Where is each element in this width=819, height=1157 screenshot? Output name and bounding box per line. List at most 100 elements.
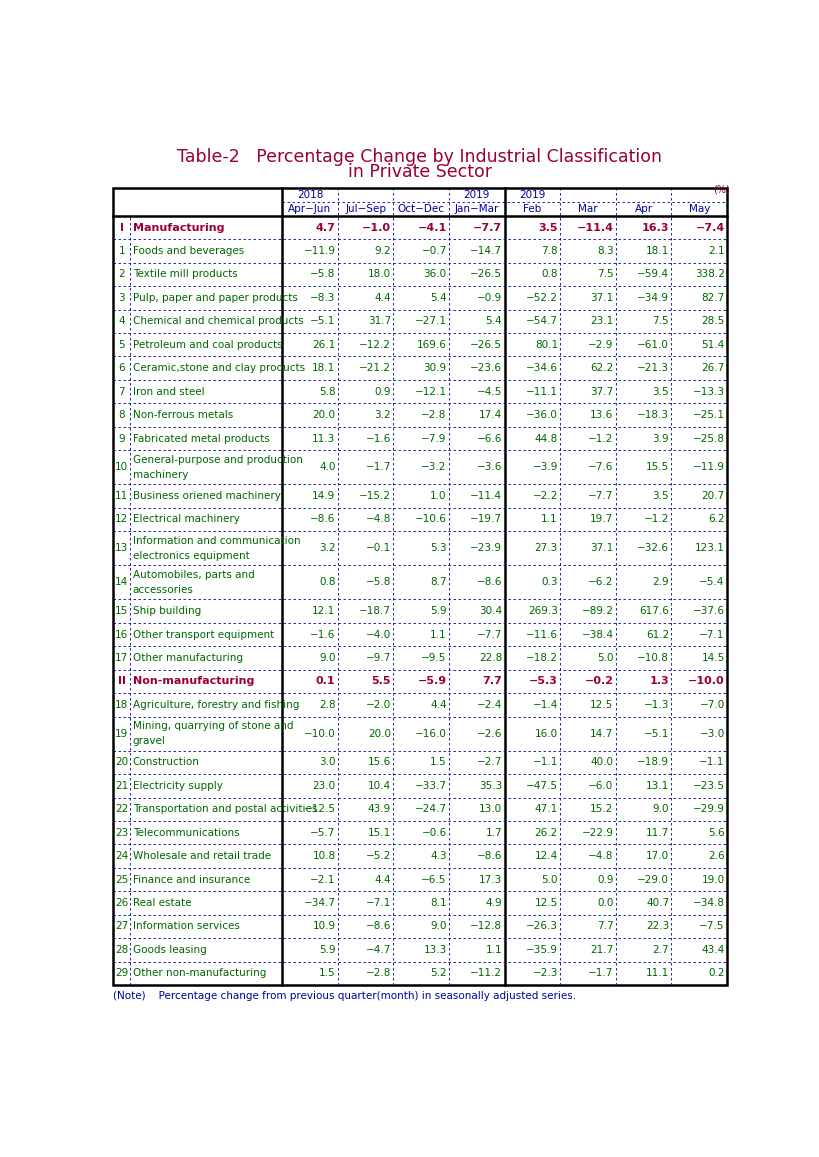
Text: −18.7: −18.7 [359, 606, 391, 617]
Text: Jan−Mar: Jan−Mar [455, 204, 499, 214]
Text: −1.7: −1.7 [366, 463, 391, 472]
Text: −1.7: −1.7 [588, 968, 613, 979]
Text: in Private Sector: in Private Sector [348, 163, 491, 180]
Text: −1.3: −1.3 [644, 700, 669, 710]
Text: Textile mill products: Textile mill products [133, 270, 238, 280]
Text: 169.6: 169.6 [417, 340, 446, 349]
Text: Apr−Jun: Apr−Jun [288, 204, 332, 214]
Text: 9.0: 9.0 [319, 653, 336, 663]
Text: −11.4: −11.4 [577, 222, 613, 233]
Text: −4.8: −4.8 [588, 852, 613, 861]
Text: −1.0: −1.0 [362, 222, 391, 233]
Text: Fabricated metal products: Fabricated metal products [133, 434, 269, 443]
Text: 12.5: 12.5 [590, 700, 613, 710]
Text: −0.2: −0.2 [585, 677, 613, 686]
Text: 14.7: 14.7 [590, 729, 613, 738]
Text: −5.8: −5.8 [366, 577, 391, 588]
Text: 19.0: 19.0 [702, 875, 725, 885]
Text: 27.3: 27.3 [535, 544, 558, 553]
Text: Finance and insurance: Finance and insurance [133, 875, 250, 885]
Text: 26: 26 [115, 898, 129, 908]
Text: 26.7: 26.7 [701, 363, 725, 374]
Text: 22: 22 [115, 804, 129, 815]
Text: 1.5: 1.5 [430, 758, 446, 767]
Text: gravel: gravel [133, 736, 165, 746]
Text: 6: 6 [119, 363, 125, 374]
Text: Other manufacturing: Other manufacturing [133, 653, 242, 663]
Text: 5.4: 5.4 [430, 293, 446, 303]
Text: −24.7: −24.7 [414, 804, 446, 815]
Text: 19.7: 19.7 [590, 515, 613, 524]
Text: 20.0: 20.0 [313, 410, 336, 420]
Text: Electricity supply: Electricity supply [133, 781, 223, 791]
Text: −34.6: −34.6 [526, 363, 558, 374]
Text: 25: 25 [115, 875, 129, 885]
Text: 9: 9 [119, 434, 125, 443]
Text: −89.2: −89.2 [581, 606, 613, 617]
Text: 1.5: 1.5 [319, 968, 336, 979]
Text: −11.2: −11.2 [470, 968, 502, 979]
Text: −3.6: −3.6 [477, 463, 502, 472]
Text: −25.8: −25.8 [693, 434, 725, 443]
Text: 15.1: 15.1 [368, 827, 391, 838]
Text: 80.1: 80.1 [535, 340, 558, 349]
Text: 9.0: 9.0 [653, 804, 669, 815]
Text: Ship building: Ship building [133, 606, 201, 617]
Text: −54.7: −54.7 [526, 316, 558, 326]
Text: 35.3: 35.3 [479, 781, 502, 791]
Text: 5.6: 5.6 [708, 827, 725, 838]
Text: 13.0: 13.0 [479, 804, 502, 815]
Text: 11.3: 11.3 [312, 434, 336, 443]
Text: −11.6: −11.6 [526, 629, 558, 640]
Text: Non-manufacturing: Non-manufacturing [133, 677, 254, 686]
Text: Business oriened machinery: Business oriened machinery [133, 491, 280, 501]
Text: 5.9: 5.9 [430, 606, 446, 617]
Text: −1.1: −1.1 [699, 758, 725, 767]
Text: Information and communication: Information and communication [133, 536, 301, 546]
Text: 2.8: 2.8 [319, 700, 336, 710]
Text: 14.5: 14.5 [701, 653, 725, 663]
Text: 11: 11 [115, 491, 129, 501]
Text: −14.7: −14.7 [470, 246, 502, 256]
Text: 5.5: 5.5 [372, 677, 391, 686]
Text: Feb: Feb [523, 204, 541, 214]
Text: 15.2: 15.2 [590, 804, 613, 815]
Text: 5.9: 5.9 [319, 945, 336, 955]
Text: accessories: accessories [133, 584, 193, 595]
Text: −34.8: −34.8 [693, 898, 725, 908]
Text: 26.1: 26.1 [312, 340, 336, 349]
Text: 26.2: 26.2 [535, 827, 558, 838]
Text: General-purpose and production: General-purpose and production [133, 455, 302, 465]
Text: 1: 1 [119, 246, 125, 256]
Text: 7: 7 [119, 386, 125, 397]
Text: −0.6: −0.6 [422, 827, 446, 838]
Text: Non-ferrous metals: Non-ferrous metals [133, 410, 233, 420]
Text: −13.3: −13.3 [693, 386, 725, 397]
Text: −7.1: −7.1 [699, 629, 725, 640]
Text: (Note)    Percentage change from previous quarter(month) in seasonally adjusted : (Note) Percentage change from previous q… [113, 992, 577, 1001]
Text: 12: 12 [115, 515, 129, 524]
Text: −10.6: −10.6 [414, 515, 446, 524]
Text: −18.2: −18.2 [526, 653, 558, 663]
Text: −8.3: −8.3 [310, 293, 336, 303]
Text: −1.6: −1.6 [366, 434, 391, 443]
Text: 2019: 2019 [464, 190, 490, 200]
Text: −18.3: −18.3 [637, 410, 669, 420]
Text: 11.7: 11.7 [646, 827, 669, 838]
Text: 13.3: 13.3 [423, 945, 446, 955]
Text: 17.4: 17.4 [479, 410, 502, 420]
Text: −12.1: −12.1 [414, 386, 446, 397]
Text: II: II [118, 677, 126, 686]
Text: 29: 29 [115, 968, 129, 979]
Text: Mar: Mar [578, 204, 598, 214]
Text: 3.2: 3.2 [319, 544, 336, 553]
Text: −2.8: −2.8 [421, 410, 446, 420]
Text: −5.7: −5.7 [310, 827, 336, 838]
Text: −26.5: −26.5 [470, 270, 502, 280]
Text: −4.8: −4.8 [366, 515, 391, 524]
Text: −2.4: −2.4 [477, 700, 502, 710]
Text: −59.4: −59.4 [637, 270, 669, 280]
Text: 12.1: 12.1 [312, 606, 336, 617]
Text: 4.4: 4.4 [374, 293, 391, 303]
Text: Ceramic,stone and clay products: Ceramic,stone and clay products [133, 363, 305, 374]
